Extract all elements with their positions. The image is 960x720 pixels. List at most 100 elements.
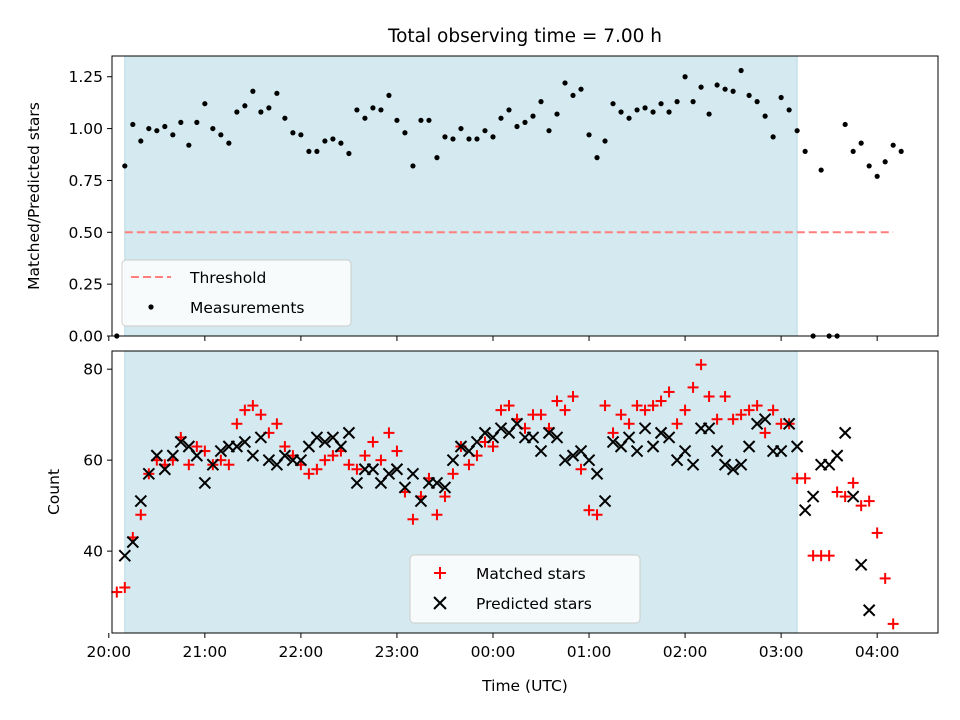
matched-star-point [487,441,499,453]
measurement-point [538,99,544,105]
matched-star-point [799,472,811,484]
predicted-star-point [494,422,508,435]
predicted-star-point [454,440,468,453]
measurement-point [426,117,432,123]
predicted-star-point [430,476,444,490]
measurement-point [610,101,616,107]
measurement-point [506,107,512,113]
measurement-point [530,113,536,119]
matched-star-point [343,459,355,471]
predicted-star-point [166,449,180,462]
predicted-star-point [414,494,428,508]
predicted-star-point [174,435,188,449]
measurement-point [858,140,864,146]
y-tick-label: 80 [83,361,103,379]
matched-star-point [743,404,755,416]
predicted-star-point [582,453,596,467]
matched-star-point [847,477,859,489]
legend-predicted-label: Predicted stars [476,595,592,613]
matched-star-point [559,404,571,416]
y-tick-label: 1.25 [68,68,103,86]
predicted-star-point [446,453,460,467]
predicted-star-point [238,435,252,449]
measurement-point [186,142,192,148]
y-tick-label: 0.50 [68,224,103,242]
measurement-point [354,107,360,113]
predicted-star-point [742,440,756,453]
measurement-point [322,138,328,144]
predicted-star-point [678,444,692,458]
matched-star-point [567,390,579,402]
x-tick-label: 22:00 [279,643,324,661]
measurement-point [642,105,648,111]
y-tick-label: 60 [83,452,103,470]
predicted-star-point [214,444,228,458]
predicted-star-point [398,481,412,494]
measurement-point [130,121,136,128]
predicted-star-point [134,494,148,508]
x-tick-label: 01:00 [567,643,612,661]
predicted-star-point [382,467,396,481]
measurement-point [626,115,632,121]
measurement-point [762,113,768,119]
predicted-star-point [702,422,716,435]
measurement-point [458,125,464,132]
measurement-point [698,84,704,90]
predicted-star-point [862,604,876,617]
matched-star-point [623,418,635,430]
x-axis-label: Time (UTC) [481,677,568,695]
measurement-point [682,74,688,80]
matched-star-point [759,427,771,439]
measurement-point [498,115,504,121]
matched-star-point [303,468,315,480]
count-panel: 40 60 80 20:00 21:00 22:00 23:00 00:00 01:00 02:… [45,350,939,695]
predicted-star-point [774,444,788,458]
predicted-star-point [798,503,812,517]
measurement-point [738,67,744,74]
matched-star-point [271,418,283,430]
matched-star-point [735,409,747,421]
measurement-point [274,90,280,96]
predicted-star-point [846,490,860,503]
matched-star-point [639,404,651,416]
predicted-star-point [534,444,548,458]
measurement-point [162,123,168,130]
matched-star-point [327,450,339,462]
predicted-star-point [310,431,324,444]
bottom-axes-frame [111,350,939,634]
matched-star-point [719,390,731,402]
predicted-star-point [342,426,356,440]
measurement-point [258,109,264,115]
y-tick-label: 0.00 [68,328,103,346]
predicted-star-point [630,444,644,458]
predicted-star-point [734,458,748,471]
predicted-star-point [246,449,260,462]
measurement-point [266,105,272,111]
measurement-point [306,148,312,155]
measurement-point [234,109,240,115]
legend-measurements-swatch [148,304,154,310]
predicted-star-point [142,467,156,481]
measurement-point [178,119,184,125]
bottom-y-ticks: 40 60 80 [83,361,112,561]
matched-star-point [679,404,691,416]
measurement-point [442,134,448,140]
measurement-point [650,109,656,115]
measurement-point [338,140,344,146]
measurement-point [370,105,376,111]
x-tick-label: 00:00 [471,643,516,661]
predicted-star-point [150,449,164,462]
measurement-point [578,86,584,92]
predicted-star-point [390,463,404,476]
measurement-point [730,88,736,94]
matched-star-point [663,386,675,398]
matched-star-point [631,400,643,412]
top-axes-frame [111,55,939,337]
measurement-point [218,132,224,138]
legend-predicted-swatch [433,596,447,610]
top-legend: Threshold Measurements [121,259,352,327]
x-tick-label: 21:00 [183,643,228,661]
matched-star-point [839,491,851,503]
predicted-star-point [686,458,700,471]
